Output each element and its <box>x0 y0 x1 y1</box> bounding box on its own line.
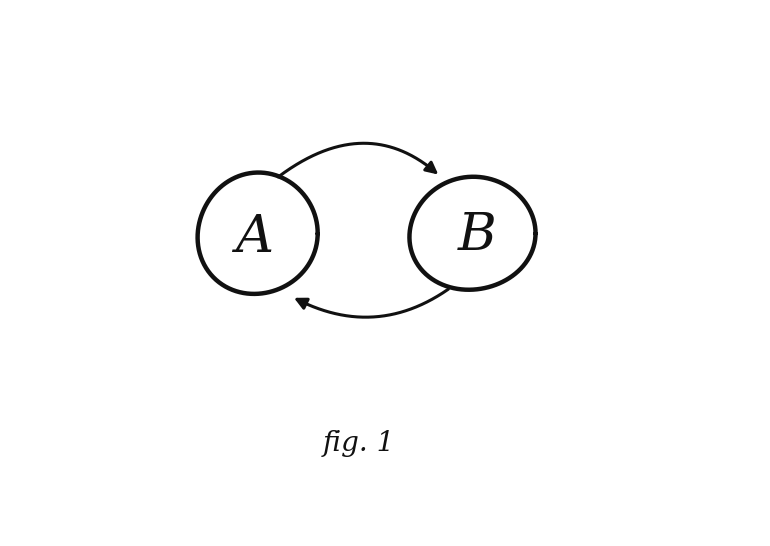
Text: B: B <box>457 210 497 262</box>
Text: A: A <box>236 212 273 263</box>
Text: fig. 1: fig. 1 <box>323 430 395 458</box>
